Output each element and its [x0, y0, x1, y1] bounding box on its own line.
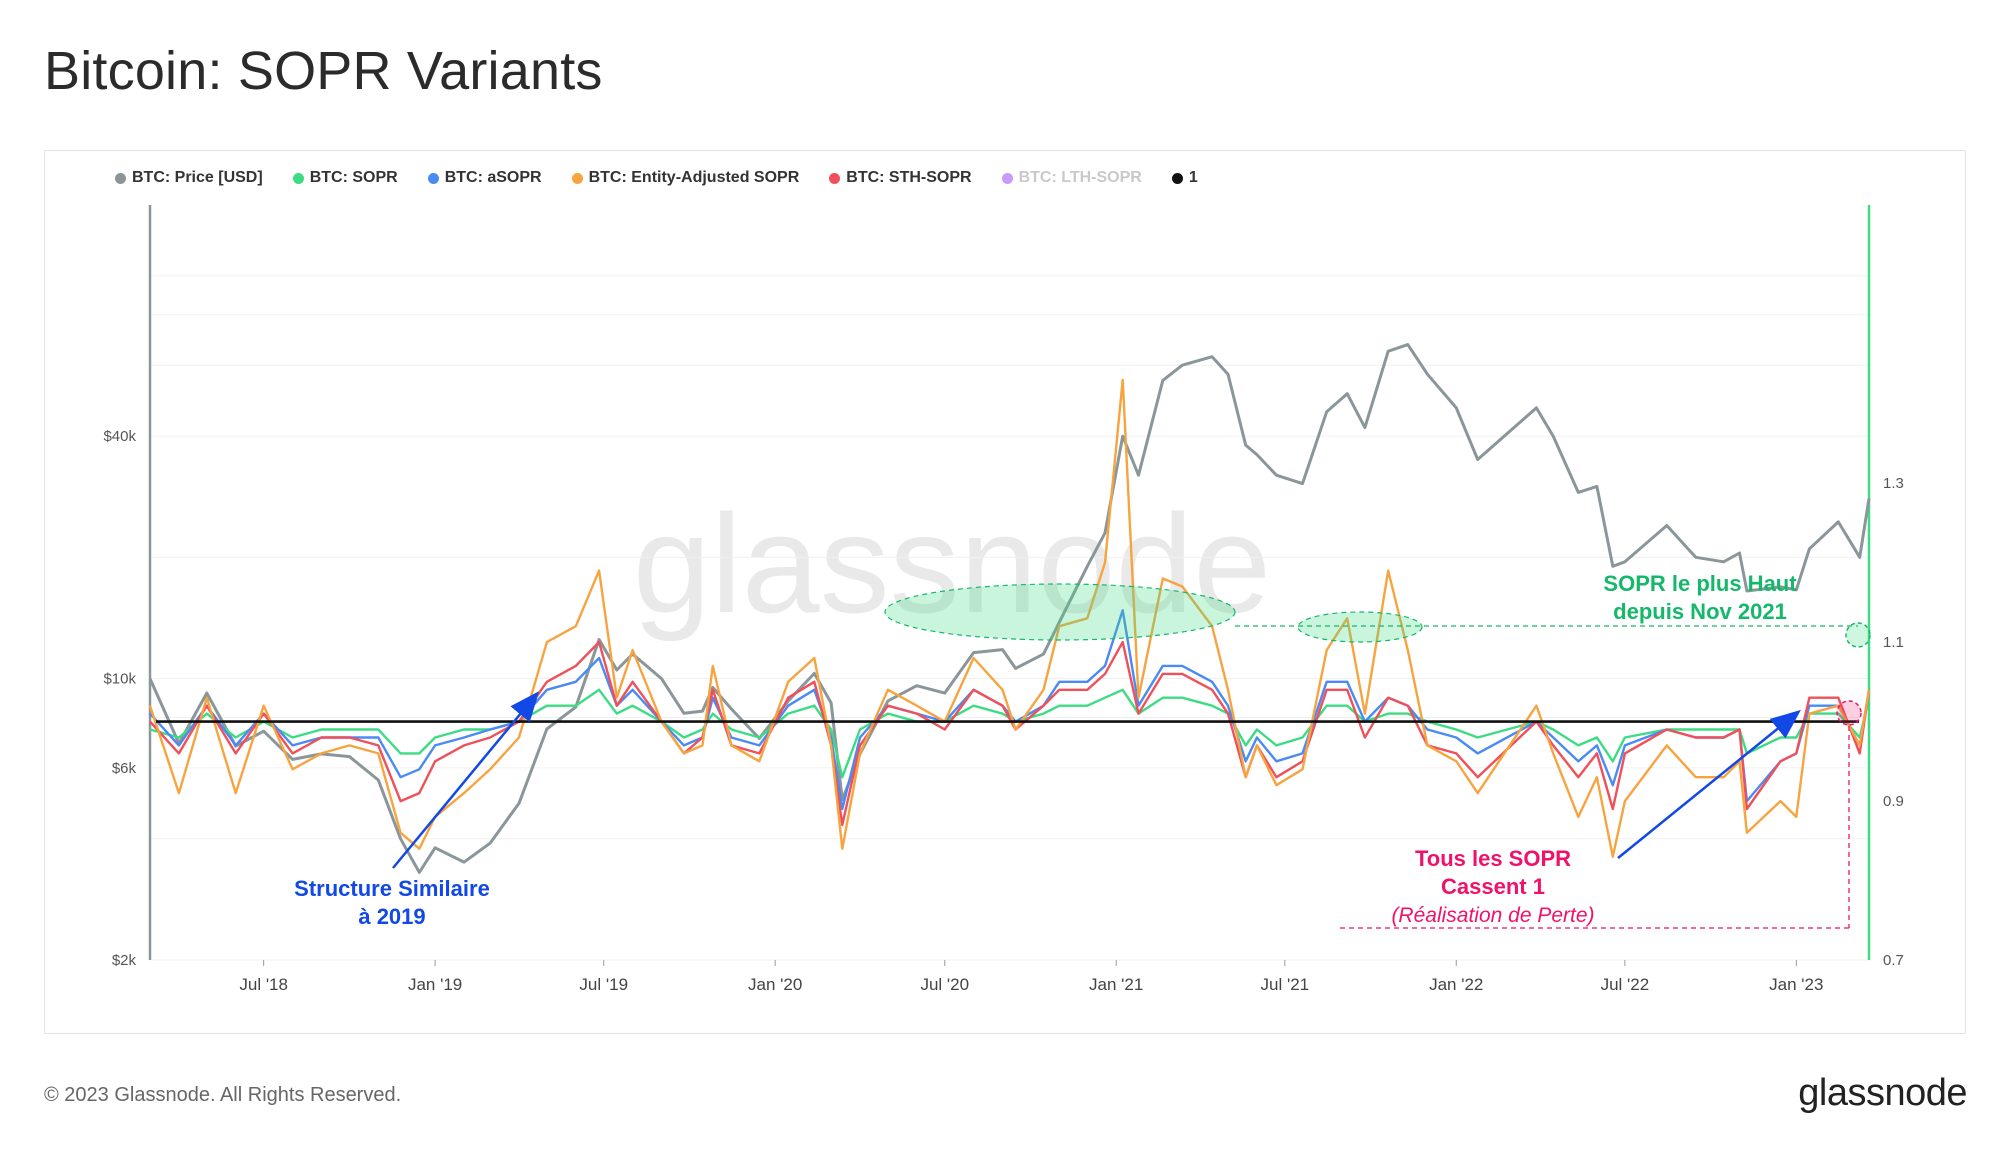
x-tick-label: Jan '22 — [1429, 975, 1483, 994]
annotation-structure-line2: à 2019 — [358, 904, 425, 929]
x-tick-label: Jul '18 — [239, 975, 288, 994]
footer-copyright: © 2023 Glassnode. All Rights Reserved. — [44, 1084, 402, 1106]
annotation-shapes: Structure Similaire à 2019 SOPR le plus … — [294, 571, 1871, 929]
legend-dot — [571, 172, 583, 184]
y-right-tick-label: 1.3 — [1883, 475, 1904, 492]
legend-item-sopr[interactable]: BTC: SOPR — [292, 169, 398, 187]
legend-dot — [292, 172, 304, 184]
arrow-recent — [1617, 709, 1801, 859]
chart-frame — [44, 150, 1966, 1034]
y-left-tick-label: $2k — [112, 952, 137, 969]
legend-label: BTC: STH-SOPR — [846, 169, 972, 186]
x-tick-label: Jan '19 — [408, 975, 462, 994]
series-line — [149, 609, 1871, 811]
legend-dot — [1171, 172, 1183, 184]
legend-item-sth-sopr[interactable]: BTC: STH-SOPR — [829, 169, 972, 187]
y-left-tick-label: $10k — [103, 671, 136, 688]
legend-item-reference-one[interactable]: 1 — [1171, 169, 1198, 187]
legend-item-lth-sopr[interactable]: BTC: LTH-SOPR — [1001, 169, 1142, 187]
y-right-tick-label: 1.1 — [1883, 634, 1904, 651]
annotation-break-line1: Tous les SOPR — [1415, 846, 1571, 871]
x-tick-label: Jul '21 — [1261, 975, 1310, 994]
annotation-break-sub: (Réalisation de Perte) — [1391, 904, 1594, 927]
page-title: Bitcoin: SOPR Variants — [44, 41, 603, 101]
axis-ticks: $2k $6k $10k $40k 0.7 0.9 1.1 1.3 Jul '18 Jan '19… — [103, 428, 1903, 994]
series-line — [148, 378, 1871, 858]
legend-label: BTC: LTH-SOPR — [1018, 169, 1142, 186]
x-tick-label: Jan '20 — [748, 975, 802, 994]
y-left-tick-label: $6k — [112, 760, 137, 777]
y-left-tick-label: $40k — [103, 428, 136, 445]
annotation-break-line2: Cassent 1 — [1441, 874, 1545, 899]
legend-item-entity-adjusted-sopr[interactable]: BTC: Entity-Adjusted SOPR — [571, 169, 800, 187]
y-right-tick-label: 0.7 — [1883, 952, 1904, 969]
series-line — [149, 640, 1871, 827]
annotation-sopr-high-line1: SOPR le plus Haut — [1603, 571, 1797, 596]
legend-dot — [427, 172, 439, 184]
x-tick-label: Jul '19 — [579, 975, 628, 994]
x-tick-label: Jan '21 — [1089, 975, 1143, 994]
legend-dot — [829, 172, 841, 184]
gridlines — [150, 275, 1869, 961]
arrow-structure — [392, 691, 540, 869]
legend-label: BTC: aSOPR — [444, 169, 542, 186]
legend-item-asopr[interactable]: BTC: aSOPR — [427, 169, 542, 187]
series-line — [149, 688, 1871, 779]
legend-label: BTC: Entity-Adjusted SOPR — [588, 169, 800, 186]
legend-label: BTC: SOPR — [309, 169, 398, 186]
loss-circle — [1836, 700, 1862, 726]
legend-dot — [115, 172, 126, 184]
footer-logo: glassnode — [1798, 1072, 1967, 1114]
legend-dot — [1001, 172, 1013, 184]
series-line — [148, 343, 1871, 874]
x-tick-label: Jul '22 — [1601, 975, 1650, 994]
legend-label: 1 — [1188, 169, 1198, 186]
x-tick-label: Jan '23 — [1769, 975, 1823, 994]
legend-item-price[interactable]: BTC: Price [USD] — [115, 169, 263, 187]
watermark: glassnode — [633, 485, 1271, 642]
annotation-sopr-high-line2: depuis Nov 2021 — [1613, 599, 1787, 624]
legend-label: BTC: Price [USD] — [132, 169, 263, 186]
chart-legend: BTC: Price [USD] BTC: SOPR BTC: aSOPR BT… — [115, 166, 1198, 190]
highlight-circle — [1845, 622, 1871, 648]
highlight-ellipse — [1297, 611, 1423, 643]
annotation-structure-line1: Structure Similaire — [294, 876, 490, 901]
x-tick-label: Jul '20 — [920, 975, 969, 994]
y-right-tick-label: 0.9 — [1883, 793, 1904, 810]
series-lines — [148, 343, 1871, 874]
highlight-ellipse — [884, 583, 1236, 641]
